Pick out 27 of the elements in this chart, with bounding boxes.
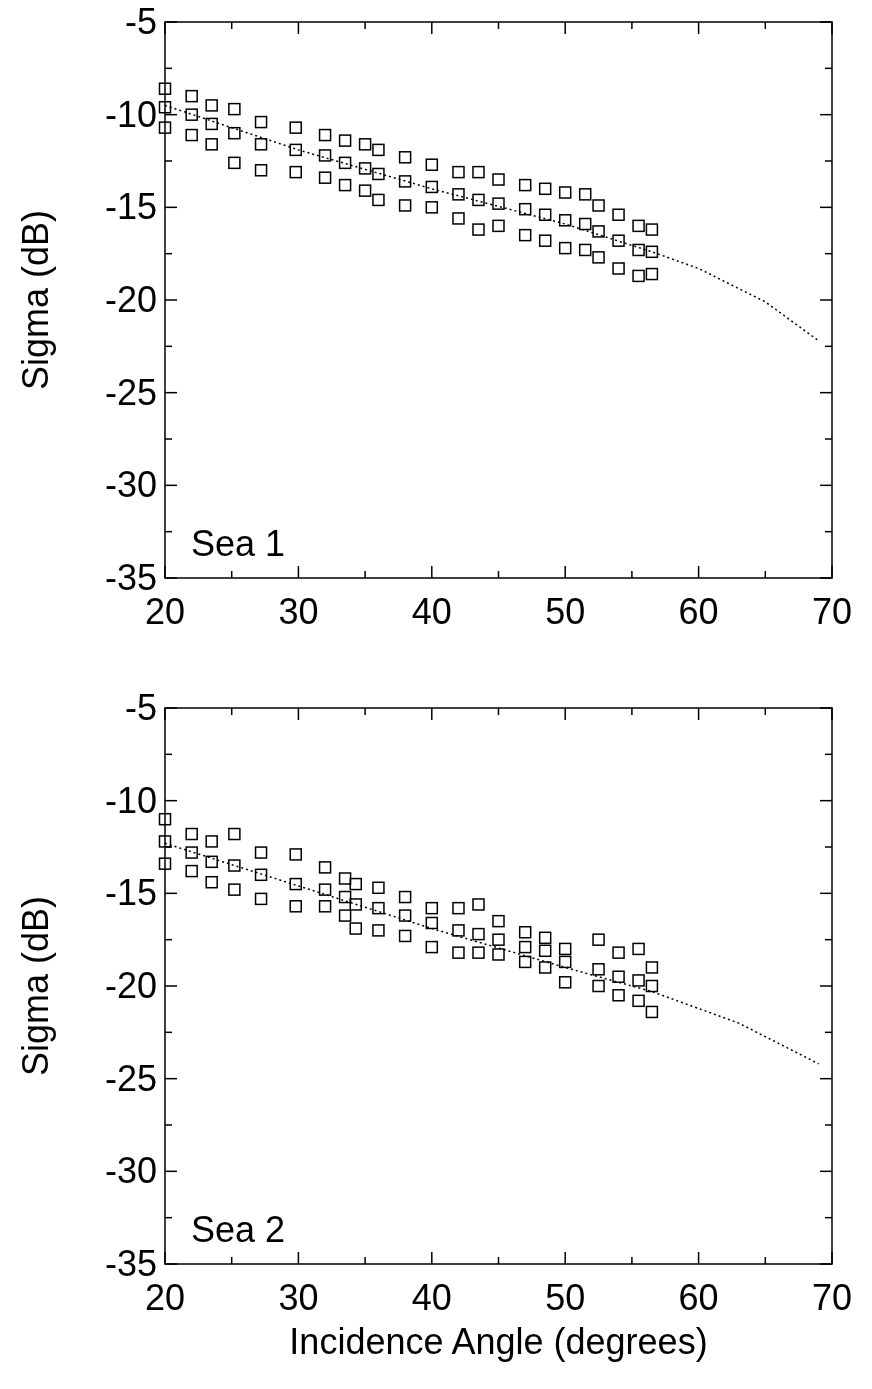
y-tick-label: -30 <box>104 464 157 506</box>
x-tick-label: 40 <box>411 1277 452 1318</box>
x-tick-label: 70 <box>811 591 853 632</box>
annotation: Sea 1 <box>191 523 286 564</box>
x-tick-label: 60 <box>678 591 719 632</box>
y-tick-label: -15 <box>104 872 157 914</box>
y-tick-label: -20 <box>104 965 157 1006</box>
x-tick-label: 30 <box>278 591 319 632</box>
annotation: Sea 2 <box>191 1209 286 1250</box>
x-tick-label: 30 <box>278 1277 319 1318</box>
x-tick-label: 40 <box>411 591 452 632</box>
y-tick-label: -25 <box>104 1057 157 1099</box>
y-tick-label: -20 <box>104 279 157 320</box>
y-tick-label: -10 <box>104 779 157 821</box>
y-tick-label: -25 <box>104 371 157 413</box>
x-axis-title: Incidence Angle (degrees) <box>289 1321 708 1362</box>
x-tick-label: 70 <box>811 1277 853 1318</box>
y-tick-label: -15 <box>104 186 157 228</box>
y-tick-label: -5 <box>124 1 157 42</box>
x-tick-label: 50 <box>545 591 586 632</box>
y-tick-label: -10 <box>104 93 157 135</box>
y-tick-label: -30 <box>104 1150 157 1192</box>
x-tick-label: 50 <box>545 1277 586 1318</box>
y-axis-title: Sigma (dB) <box>15 895 56 1077</box>
x-tick-label: 60 <box>678 1277 719 1318</box>
y-tick-label: -5 <box>124 687 157 728</box>
y-axis-title: Sigma (dB) <box>15 209 56 391</box>
